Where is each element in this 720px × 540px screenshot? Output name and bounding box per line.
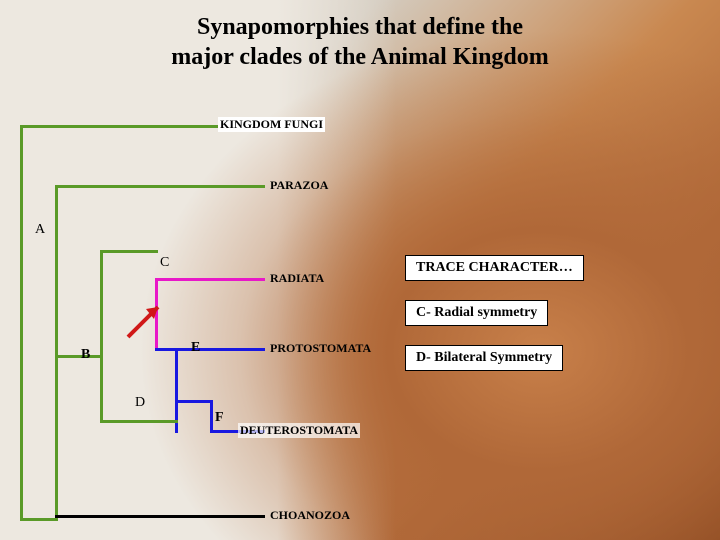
trace-character-box: TRACE CHARACTER… bbox=[405, 255, 584, 281]
node-b: B bbox=[81, 347, 90, 363]
choanozoa-branch bbox=[55, 515, 265, 518]
d-text: D- Bilateral Symmetry bbox=[416, 350, 552, 365]
root-vline bbox=[20, 125, 23, 518]
cladogram: KINGDOM FUNGI PARAZOA RADIATA PROTOSTOMA… bbox=[5, 100, 405, 530]
node-e: E bbox=[191, 340, 200, 356]
node-a: A bbox=[35, 222, 45, 238]
taxon-deuterostomata: DEUTEROSTOMATA bbox=[238, 423, 360, 438]
protostomata-branch bbox=[175, 348, 265, 351]
f-vline bbox=[210, 400, 213, 433]
b-vline bbox=[100, 250, 103, 420]
a-vline bbox=[55, 185, 58, 518]
node-f: F bbox=[215, 410, 224, 426]
title-line1: Synapomorphies that define the bbox=[0, 12, 720, 42]
d-connector bbox=[100, 420, 178, 423]
node-c: C bbox=[160, 255, 169, 271]
f-connector bbox=[175, 400, 213, 403]
taxon-protostomata: PROTOSTOMATA bbox=[270, 341, 371, 356]
taxon-radiata: RADIATA bbox=[270, 271, 324, 286]
a-to-root bbox=[20, 518, 58, 521]
b-connector bbox=[55, 355, 100, 358]
taxon-parazoa: PARAZOA bbox=[270, 178, 328, 193]
c-top bbox=[100, 250, 158, 253]
d-bilateral-box: D- Bilateral Symmetry bbox=[405, 345, 563, 371]
parazoa-branch bbox=[55, 185, 265, 188]
node-d: D bbox=[135, 395, 145, 411]
taxon-fungi: KINGDOM FUNGI bbox=[218, 117, 325, 132]
taxon-choanozoa: CHOANOZOA bbox=[270, 508, 350, 523]
radiata-branch bbox=[155, 278, 265, 281]
red-arrow-icon bbox=[120, 295, 170, 345]
c-radial-box: C- Radial symmetry bbox=[405, 300, 548, 326]
title-line2: major clades of the Animal Kingdom bbox=[0, 42, 720, 72]
slide-title: Synapomorphies that define the major cla… bbox=[0, 12, 720, 72]
trace-text: TRACE CHARACTER… bbox=[416, 260, 573, 275]
c-text: C- Radial symmetry bbox=[416, 305, 537, 320]
